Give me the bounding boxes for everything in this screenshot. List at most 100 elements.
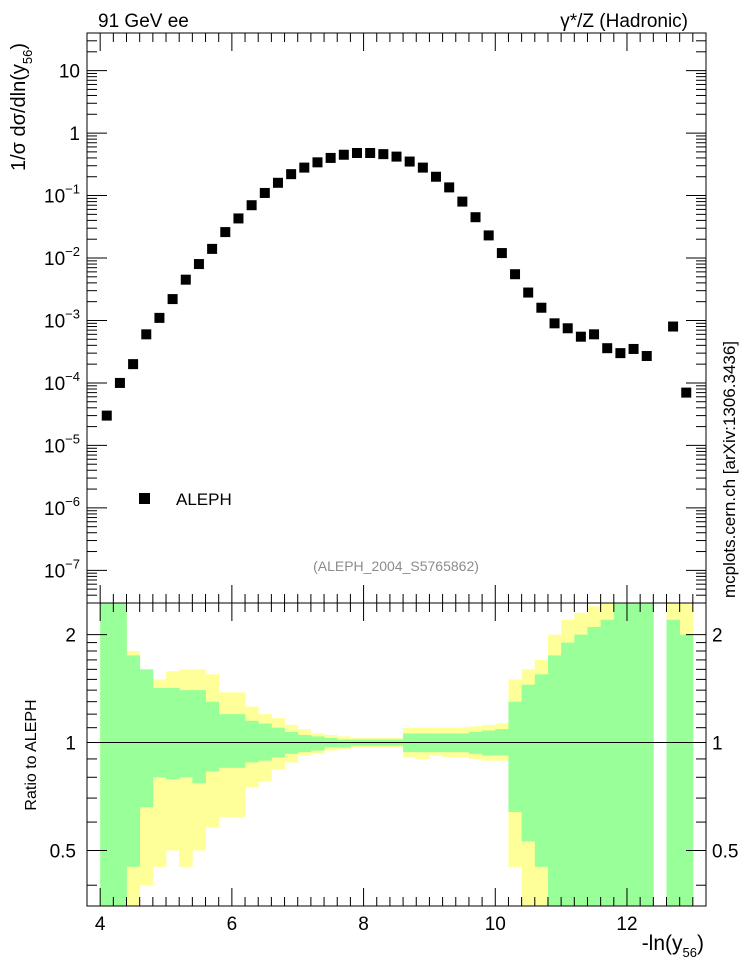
x-tick-label: 6 — [227, 914, 238, 935]
data-point — [154, 312, 165, 323]
ratio-y-tick-label-right: 2 — [712, 626, 723, 647]
data-point — [128, 359, 139, 370]
ratio-band-inner — [561, 642, 575, 906]
data-point — [483, 230, 494, 241]
ratio-band-inner — [574, 634, 588, 906]
ratio-bands — [100, 603, 694, 906]
legend-label-aleph: ALEPH — [176, 490, 232, 509]
ratio-y-axis-title: Ratio to ALEPH — [23, 699, 40, 810]
ratio-band-inner — [613, 603, 628, 906]
data-point — [615, 348, 626, 359]
main-y-tick-label: 10−2 — [44, 244, 80, 270]
data-point — [536, 302, 547, 313]
ratio-band-inner — [679, 634, 694, 906]
data-point — [668, 321, 679, 332]
main-y-tick-label: 10−4 — [44, 369, 80, 395]
ratio-band-inner — [297, 734, 312, 753]
ratio-y-tick-label: 0.5 — [50, 841, 76, 862]
data-point — [549, 318, 560, 329]
data-point — [628, 343, 639, 354]
ratio-band-inner — [534, 674, 549, 867]
ratio-y-tick-label: 1 — [65, 734, 76, 755]
main-y-tick-label: 10−5 — [44, 431, 80, 457]
header-left-label: 91 GeV ee — [98, 11, 189, 32]
data-point — [641, 350, 652, 361]
data-point — [272, 177, 283, 188]
main-data-points — [101, 147, 692, 421]
data-point — [312, 157, 323, 168]
data-point — [417, 162, 428, 173]
data-point — [246, 200, 257, 211]
ratio-axis-ticks: 4 6 8 10 120.5 0.51 12 2 — [50, 603, 738, 935]
main-plot-frame — [86, 32, 707, 604]
ratio-band-inner — [139, 669, 154, 808]
x-tick-label: 10 — [485, 914, 506, 935]
data-point — [114, 377, 125, 388]
x-tick-label: 4 — [95, 914, 106, 935]
data-point — [338, 149, 349, 160]
data-point — [510, 269, 521, 280]
ratio-band-inner — [113, 603, 127, 906]
ratio-band-inner — [626, 603, 641, 906]
main-y-tick-label: 1 — [69, 124, 80, 145]
data-point — [325, 152, 336, 163]
data-point — [141, 329, 152, 340]
data-point — [431, 171, 442, 182]
ratio-y-tick-label-right: 0.5 — [712, 841, 738, 862]
ratio-band-inner — [547, 655, 562, 906]
ratio-band-inner — [640, 603, 654, 906]
ratio-band-inner — [337, 739, 351, 748]
data-point — [299, 162, 310, 173]
data-point — [391, 151, 402, 162]
data-point — [523, 287, 534, 298]
ratio-band-inner — [166, 687, 180, 780]
data-point — [365, 147, 376, 158]
analysis-label: (ALEPH_2004_S5765862) — [313, 558, 479, 574]
ratio-band-inner — [600, 619, 615, 906]
x-axis-title: -ln(y56) — [642, 932, 704, 960]
data-point — [180, 274, 191, 285]
data-point — [167, 294, 178, 305]
data-point — [351, 147, 362, 158]
data-point — [575, 331, 586, 342]
ratio-band-inner — [100, 603, 114, 906]
data-point — [193, 259, 204, 270]
header-right-label: γ*/Z (Hadronic) — [560, 11, 688, 32]
ratio-band-inner — [218, 714, 233, 768]
main-y-tick-label: 10 — [59, 62, 80, 83]
data-point — [562, 323, 573, 334]
data-point — [470, 212, 481, 223]
data-point — [259, 187, 270, 198]
ratio-y-tick-label-right: 1 — [712, 734, 723, 755]
ratio-band-inner — [231, 714, 246, 768]
data-point — [589, 329, 600, 340]
ratio-plot-panel: 4 6 8 10 120.5 0.51 12 2 Ratio to ALEPH -ln(y56… — [23, 602, 738, 960]
ratio-band-inner — [152, 687, 167, 778]
legend-marker-aleph — [139, 493, 150, 504]
data-point — [457, 196, 468, 207]
ratio-band-inner — [508, 701, 523, 813]
ratio-band-inner — [179, 690, 193, 778]
main-y-tick-label: 10−7 — [44, 556, 80, 582]
data-point — [681, 387, 692, 398]
ratio-band-inner — [192, 690, 206, 784]
data-point — [378, 149, 389, 160]
main-y-tick-label: 10−1 — [44, 182, 80, 208]
x-tick-label: 8 — [358, 914, 369, 935]
ratio-y-tick-label: 2 — [65, 626, 76, 647]
main-plot-panel: 10−7 10−6 10−5 10−4 10−3 10−2 10−1 1 10 (ALEPH_2… — [8, 32, 707, 604]
ratio-band-inner — [205, 701, 220, 772]
data-point — [286, 169, 297, 180]
ratio-band-inner — [126, 655, 141, 867]
data-point — [233, 213, 244, 224]
main-y-axis-title: 1/σ dσ/dln(y56) — [8, 43, 35, 171]
ratio-band-inner — [587, 627, 602, 906]
data-point — [496, 248, 507, 259]
main-y-tick-label: 10−3 — [44, 306, 80, 332]
data-point — [444, 182, 455, 193]
side-source-label: mcplots.cern.ch [arXiv:1306.3436] — [720, 341, 739, 598]
ratio-band-inner — [666, 619, 681, 906]
data-point — [207, 243, 218, 254]
x-tick-label: 12 — [616, 914, 637, 935]
